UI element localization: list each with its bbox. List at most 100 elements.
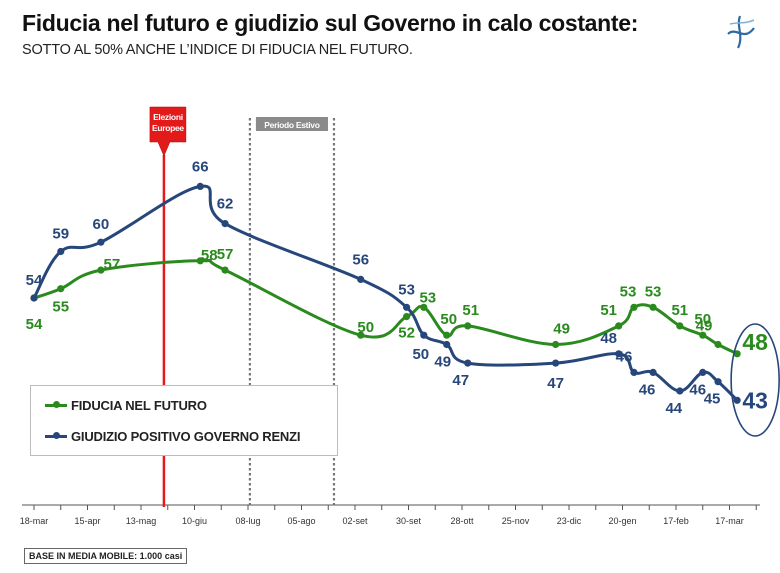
data-label-fiducia: 50 [694,311,711,328]
data-label-governo: 56 [352,251,369,268]
data-point-fiducia [676,322,684,330]
legend-item-fiducia: FIDUCIA NEL FUTURO [45,396,207,414]
data-point-governo [733,396,741,404]
data-label-fiducia: 58 [201,247,218,264]
data-point-fiducia [733,350,741,358]
data-point-governo [714,378,722,386]
data-point-fiducia [357,331,365,339]
data-point-fiducia [402,313,411,321]
x-tick-label: 08-lug [235,516,260,526]
data-point-fiducia [699,331,707,339]
data-label-fiducia: 51 [600,302,617,319]
final-values-highlight [730,323,780,437]
data-label-governo: 66 [192,158,209,175]
legend-label-fiducia: FIDUCIA NEL FUTURO [71,397,207,413]
data-label-fiducia: 51 [671,302,688,319]
data-label-fiducia: 49 [696,318,713,335]
data-label-governo: 50 [412,346,429,363]
data-label-governo: 44 [665,400,682,417]
data-point-governo [649,368,657,376]
election-label: Elezioni Europee [152,112,184,133]
data-point-governo [630,368,638,376]
x-tick-label: 23-dic [557,516,582,526]
summer-period-label: Periodo Estivo [264,120,319,130]
data-point-fiducia [552,340,560,349]
data-label-fiducia: 52 [398,325,415,342]
highlight-value-fiducia: 48 [742,329,768,355]
data-point-fiducia [97,266,105,274]
data-label-governo: 59 [52,226,69,243]
data-point-fiducia [615,322,623,330]
x-tick-label: 05-ago [287,516,315,526]
x-tick-label: 02-set [342,516,368,526]
data-point-governo [221,220,229,228]
data-label-governo: 48 [600,330,617,347]
legend-marker-fiducia [45,396,67,414]
data-label-fiducia: 51 [462,302,479,319]
data-point-governo [552,359,560,367]
chart-subtitle: SOTTO AL 50% ANCHE L’INDICE DI FIDUCIA N… [22,42,413,58]
data-label-governo: 49 [434,354,451,371]
data-point-fiducia [630,303,638,311]
x-tick-label: 17-feb [663,516,689,526]
data-point-fiducia [221,266,229,274]
legend-marker-governo [45,427,67,445]
legend-label-governo: GIUDIZIO POSITIVO GOVERNO RENZI [71,428,301,444]
highlight-value-governo: 43 [742,387,768,413]
data-label-governo: 62 [217,196,234,213]
x-tick-label: 15-apr [74,516,100,526]
data-label-governo: 46 [689,381,706,398]
data-label-governo: 47 [452,372,469,389]
x-tick-label: 18-mar [20,516,49,526]
data-point-fiducia [420,303,428,311]
data-label-governo: 60 [93,216,110,233]
data-label-fiducia: 50 [440,311,457,328]
data-point-fiducia [714,340,722,349]
data-label-governo: 53 [398,281,415,298]
x-tick-label: 17-mar [715,516,744,526]
data-label-fiducia: 54 [26,316,43,333]
election-callout [149,106,187,157]
data-point-governo [443,340,451,349]
x-tick-label: 25-nov [502,516,530,526]
data-label-fiducia: 53 [419,289,436,306]
data-label-fiducia: 55 [52,299,69,316]
data-label-fiducia: 53 [620,283,637,300]
x-tick-label: 13-mag [126,516,157,526]
data-point-fiducia [196,257,204,265]
summer-period-box [255,117,328,131]
x-tick-label: 10-giu [182,516,207,526]
data-point-governo [699,368,707,376]
data-point-governo [464,359,472,367]
brand-logo-icon [727,15,755,49]
data-point-fiducia [649,303,657,311]
data-point-governo [196,182,204,190]
data-point-governo [420,331,428,339]
legend-item-governo: GIUDIZIO POSITIVO GOVERNO RENZI [45,427,300,445]
data-point-fiducia [464,322,472,330]
chart-legend: FIDUCIA NEL FUTURO GIUDIZIO POSITIVO GOV… [30,385,338,456]
data-label-governo: 46 [616,348,633,365]
x-tick-label: 20-gen [608,516,636,526]
data-label-fiducia: 50 [357,319,374,336]
data-label-fiducia: 53 [645,283,662,300]
data-label-governo: 47 [547,375,564,392]
data-point-governo [357,275,365,283]
data-label-fiducia: 57 [104,256,121,273]
data-point-governo [615,350,623,358]
data-point-governo [676,387,684,395]
x-tick-label: 30-set [396,516,422,526]
chart-title: Fiducia nel futuro e giudizio sul Govern… [22,10,639,36]
x-tick-label: 28-ott [450,516,474,526]
data-point-governo [97,238,105,246]
data-point-fiducia [57,285,65,293]
data-label-governo: 45 [704,391,721,408]
data-label-governo: 54 [26,272,43,289]
data-point-governo [402,303,411,311]
data-label-governo: 46 [639,381,656,398]
data-point-fiducia [443,331,451,339]
data-label-fiducia: 49 [553,321,570,338]
sample-base-note: BASE IN MEDIA MOBILE: 1.000 casi [24,548,188,564]
data-point-governo [57,247,65,256]
